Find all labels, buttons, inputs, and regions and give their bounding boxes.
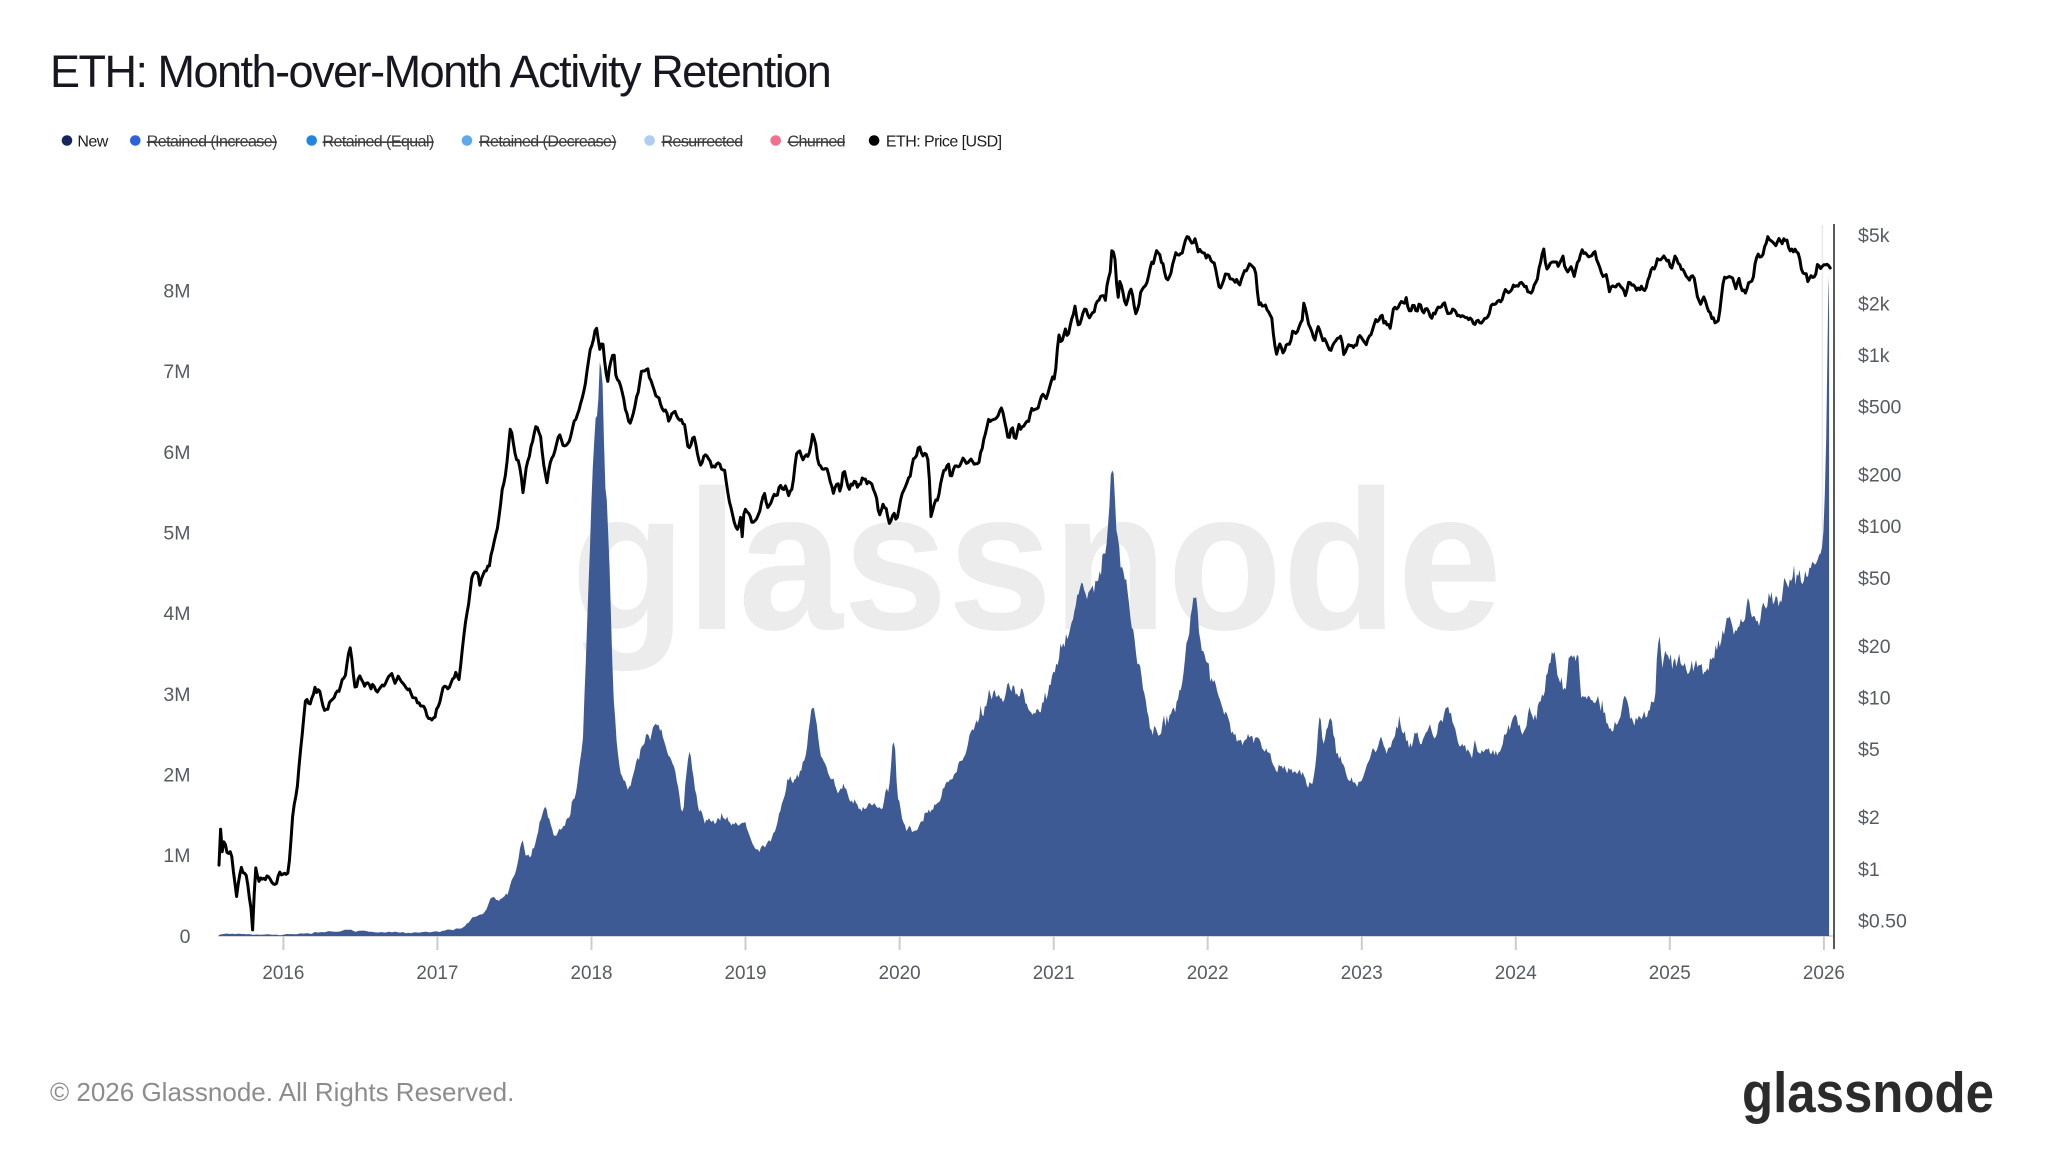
svg-text:$5k: $5k [1858,225,1890,247]
svg-text:$1: $1 [1858,859,1880,881]
svg-text:0: 0 [180,926,191,948]
svg-text:4M: 4M [163,603,190,625]
svg-text:$0.50: $0.50 [1858,910,1907,932]
svg-text:2026: 2026 [1803,962,1845,984]
svg-text:glassnode: glassnode [1742,1061,1994,1125]
svg-text:$2: $2 [1858,807,1880,829]
svg-text:Churned: Churned [788,134,846,151]
svg-text:8M: 8M [163,281,190,303]
svg-text:2024: 2024 [1495,962,1537,984]
svg-text:2021: 2021 [1033,962,1075,984]
svg-text:2022: 2022 [1187,962,1229,984]
svg-text:Resurrected: Resurrected [662,134,743,151]
svg-text:$50: $50 [1858,568,1891,590]
svg-text:2025: 2025 [1649,962,1691,984]
svg-text:$1k: $1k [1858,345,1890,367]
svg-text:$500: $500 [1858,397,1902,419]
svg-text:2019: 2019 [725,962,767,984]
svg-text:2020: 2020 [879,962,921,984]
svg-text:7M: 7M [163,361,190,383]
svg-text:$10: $10 [1858,688,1891,710]
svg-text:5M: 5M [163,523,190,545]
svg-text:2017: 2017 [416,962,458,984]
svg-text:2016: 2016 [262,962,304,984]
svg-text:ETH: Month-over-Month Activity: ETH: Month-over-Month Activity Retention [50,46,830,97]
svg-text:glassnode: glassnode [571,450,1502,672]
svg-text:6M: 6M [163,442,190,464]
svg-text:Retained (Increase): Retained (Increase) [147,134,277,151]
svg-text:© 2026 Glassnode. All Rights R: © 2026 Glassnode. All Rights Reserved. [50,1077,514,1107]
svg-text:3M: 3M [163,684,190,706]
svg-text:Retained (Decrease): Retained (Decrease) [479,134,616,151]
svg-text:New: New [77,134,108,151]
svg-text:2023: 2023 [1341,962,1383,984]
svg-text:$2k: $2k [1858,293,1890,315]
svg-text:2M: 2M [163,765,190,787]
svg-text:2018: 2018 [571,962,613,984]
svg-text:1M: 1M [163,845,190,867]
svg-text:$20: $20 [1858,636,1891,658]
svg-text:Retained (Equal): Retained (Equal) [323,134,434,151]
svg-text:$100: $100 [1858,516,1902,538]
svg-text:$200: $200 [1858,465,1902,487]
svg-text:$5: $5 [1858,739,1880,761]
svg-text:ETH: Price [USD]: ETH: Price [USD] [886,134,1002,151]
